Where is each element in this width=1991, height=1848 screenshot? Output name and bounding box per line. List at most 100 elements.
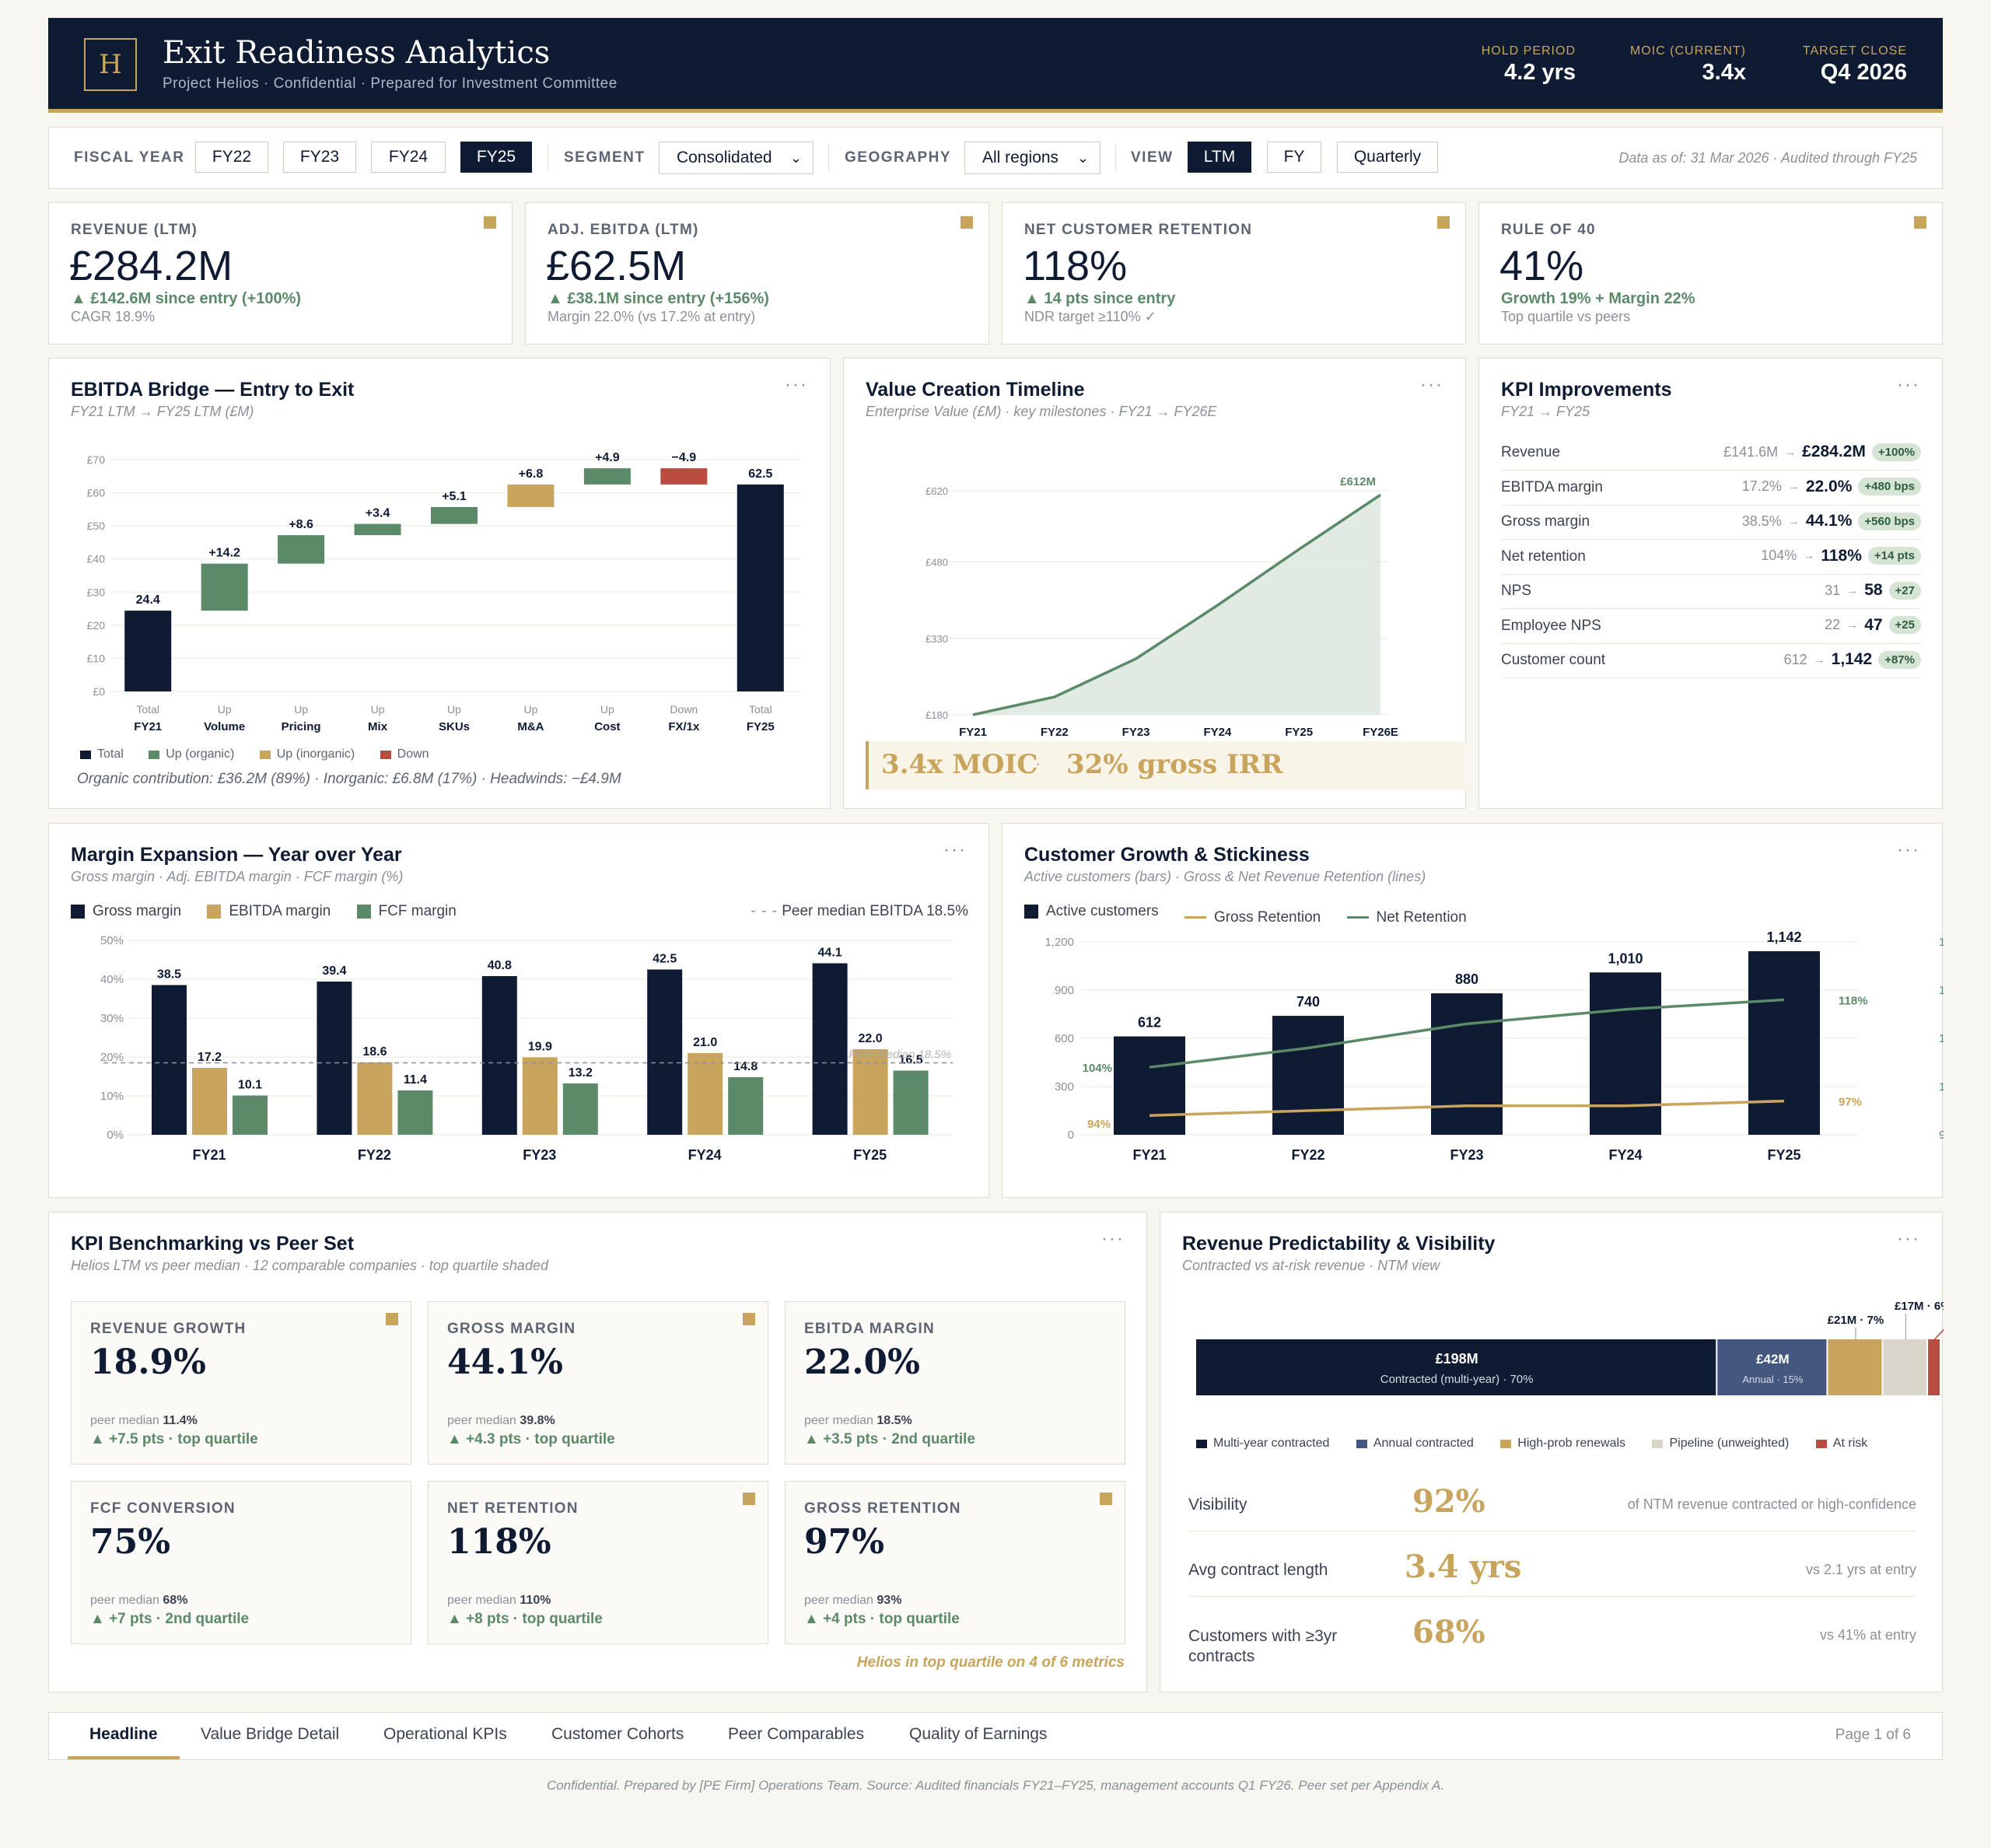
filter-bar: FISCAL YEAR FY22 FY23 FY24 FY25 SEGMENT … — [48, 127, 1943, 189]
arrow-right-icon: → — [1784, 445, 1797, 459]
tab-headline[interactable]: Headline — [89, 1725, 158, 1743]
tab-peer-comparables[interactable]: Peer Comparables — [728, 1725, 865, 1743]
bridge-bar — [124, 611, 172, 691]
margin-bar — [357, 1062, 393, 1135]
segment-caption-label: Annual · 15% — [1742, 1374, 1803, 1385]
x-tick-label: FY23 — [1450, 1147, 1483, 1163]
bridge-bar — [660, 468, 708, 485]
margin-expansion-chart: 0% 10% 20% 30% 40% 50% 38.5 17.2 10.1 FY21 39.4 18.… — [100, 934, 953, 1163]
improvement-row: Net retention 104% → 118% +14 pts — [1501, 541, 1921, 575]
year-button-fy22[interactable]: FY22 — [195, 142, 268, 173]
y-tick-label: 10% — [100, 1090, 124, 1103]
year-button-fy23[interactable]: FY23 — [283, 142, 356, 173]
active-tab-indicator — [68, 1756, 180, 1759]
margin-bar — [397, 1090, 433, 1135]
improvement-from: 612 — [1783, 651, 1807, 667]
view-label: VIEW — [1131, 149, 1174, 166]
view-button-fy[interactable]: FY — [1267, 142, 1321, 173]
gross-retention-start-label: 94% — [1087, 1118, 1111, 1131]
y-tick-label: £60 — [87, 487, 106, 499]
moic-irr-banner: 3.4x MOIC · 32% gross IRR — [866, 741, 1466, 789]
benchmark-value: 18.9% — [90, 1342, 206, 1382]
arrow-right-icon: → — [1787, 514, 1800, 528]
panel-title: Customer Growth & Stickiness — [1024, 844, 1310, 866]
x-tick-label: FY21 — [959, 726, 987, 739]
margin-data-label: 17.2 — [198, 1051, 222, 1064]
customer-data-label: 740 — [1296, 994, 1320, 1010]
improvement-badge: +100% — [1871, 443, 1921, 461]
bridge-legend: Total Up (organic) Up (inorganic) Down — [80, 747, 451, 763]
bridge-data-label: +8.6 — [289, 518, 313, 531]
bridge-bar — [431, 506, 478, 524]
benchmark-peer: peer median 68% — [90, 1594, 188, 1607]
benchmark-summary: Helios in top quartile on 4 of 6 metrics — [856, 1654, 1125, 1671]
tab-operational-kpis[interactable]: Operational KPIs — [383, 1725, 507, 1743]
improvement-name: Revenue — [1501, 444, 1561, 460]
tab-value-bridge-detail[interactable]: Value Bridge Detail — [201, 1725, 340, 1743]
bridge-data-label: 62.5 — [748, 467, 772, 481]
panel-title: KPI Benchmarking vs Peer Set — [71, 1233, 355, 1255]
panel-title: Margin Expansion — Year over Year — [71, 844, 402, 866]
year-button-fy25[interactable]: FY25 — [460, 142, 532, 173]
more-options-icon[interactable]: ··· — [1897, 1228, 1920, 1249]
more-options-icon[interactable]: ··· — [1420, 374, 1443, 395]
margin-data-label: 42.5 — [653, 953, 677, 966]
y-tick-label: 50% — [100, 934, 124, 947]
geography-select[interactable]: All regions ⌄ — [964, 142, 1100, 174]
benchmark-quartile: ▲ +7.5 pts · top quartile — [90, 1431, 258, 1447]
bridge-bar — [354, 523, 401, 536]
margin-bar — [192, 1068, 227, 1135]
x-tick-label: FY21 — [1132, 1147, 1166, 1163]
x-tick-label: FY23 — [1122, 726, 1150, 739]
y-tick-label: £70 — [87, 453, 106, 466]
benchmark-card: EBITDA MARGIN 22.0% peer median 18.5% ▲ … — [785, 1301, 1125, 1465]
x-tick-label: Pricing — [282, 720, 321, 733]
y-tick-label: 900 — [1055, 984, 1074, 997]
more-options-icon[interactable]: ··· — [943, 839, 967, 860]
benchmark-label: FCF CONVERSION — [90, 1500, 236, 1517]
margin-data-label: 19.9 — [528, 1041, 552, 1054]
more-options-icon[interactable]: ··· — [1897, 839, 1920, 860]
app-title: Exit Readiness Analytics — [163, 35, 551, 71]
tab-quality-of-earnings[interactable]: Quality of Earnings — [909, 1725, 1048, 1743]
benchmark-peer: peer median 93% — [804, 1594, 902, 1607]
view-button-quarterly[interactable]: Quarterly — [1337, 142, 1438, 173]
net-retention-end-label: 118% — [1839, 994, 1868, 1007]
ebitda-bridge-panel: EBITDA Bridge — Entry to Exit FY21 LTM →… — [48, 358, 831, 809]
panel-subtitle: FY21 → FY25 — [1501, 404, 1590, 419]
ev-line — [972, 493, 1381, 716]
kpi-label: ADJ. EBITDA (LTM) — [548, 222, 699, 238]
x-tick-label: SKUs — [439, 720, 470, 733]
segment-select[interactable]: Consolidated ⌄ — [659, 142, 814, 174]
x-tick-label: FY24 — [1608, 1147, 1642, 1163]
more-options-icon[interactable]: ··· — [1101, 1228, 1125, 1249]
y-tick-label: £10 — [87, 652, 106, 664]
improvement-from: 104% — [1761, 548, 1797, 563]
top-quartile-marker-icon — [743, 1493, 755, 1505]
panel-title: EBITDA Bridge — Entry to Exit — [71, 379, 355, 401]
margin-legend: Gross margin EBITDA margin FCF margin — [71, 903, 478, 923]
margin-data-label: 14.8 — [733, 1060, 758, 1073]
improvement-row: Revenue £141.6M → £284.2M +100% — [1501, 436, 1921, 471]
improvement-from: £141.6M — [1723, 443, 1779, 460]
bridge-footnote: Organic contribution: £36.2M (89%) · Ino… — [77, 771, 621, 787]
benchmark-value: 44.1% — [447, 1342, 563, 1382]
margin-data-label: 10.1 — [238, 1079, 262, 1092]
bridge-data-label: 24.4 — [136, 593, 160, 607]
improvement-to: 47 — [1864, 615, 1883, 634]
tab-customer-cohorts[interactable]: Customer Cohorts — [551, 1725, 684, 1743]
fiscal-year-label: FISCAL YEAR — [74, 149, 185, 166]
y2-tick-label: 110% — [1939, 1032, 1944, 1045]
improvement-row: NPS 31 → 58 +27 — [1501, 575, 1921, 609]
more-options-icon[interactable]: ··· — [785, 374, 808, 395]
benchmark-quartile: ▲ +4.3 pts · top quartile — [447, 1431, 615, 1447]
customer-data-label: 1,142 — [1766, 929, 1801, 945]
y-tick-label: £30 — [87, 586, 106, 598]
customer-bar — [1272, 1016, 1344, 1135]
view-button-ltm[interactable]: LTM — [1188, 142, 1251, 173]
improvement-name: Gross margin — [1501, 513, 1590, 530]
more-options-icon[interactable]: ··· — [1897, 374, 1920, 395]
y-tick-label: £180 — [926, 709, 948, 721]
margin-data-label: 22.0 — [859, 1032, 883, 1045]
year-button-fy24[interactable]: FY24 — [371, 142, 446, 173]
